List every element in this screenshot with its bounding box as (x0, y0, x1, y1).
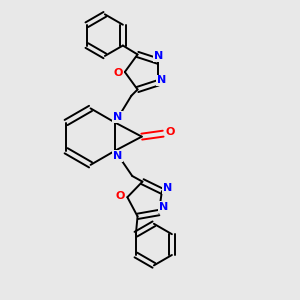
Text: N: N (154, 51, 164, 61)
Text: O: O (114, 68, 123, 79)
Text: O: O (166, 127, 175, 137)
Text: N: N (157, 75, 166, 85)
Text: O: O (115, 191, 124, 201)
Text: N: N (159, 202, 168, 212)
Text: N: N (113, 112, 122, 122)
Text: N: N (163, 183, 172, 193)
Text: N: N (113, 151, 122, 161)
